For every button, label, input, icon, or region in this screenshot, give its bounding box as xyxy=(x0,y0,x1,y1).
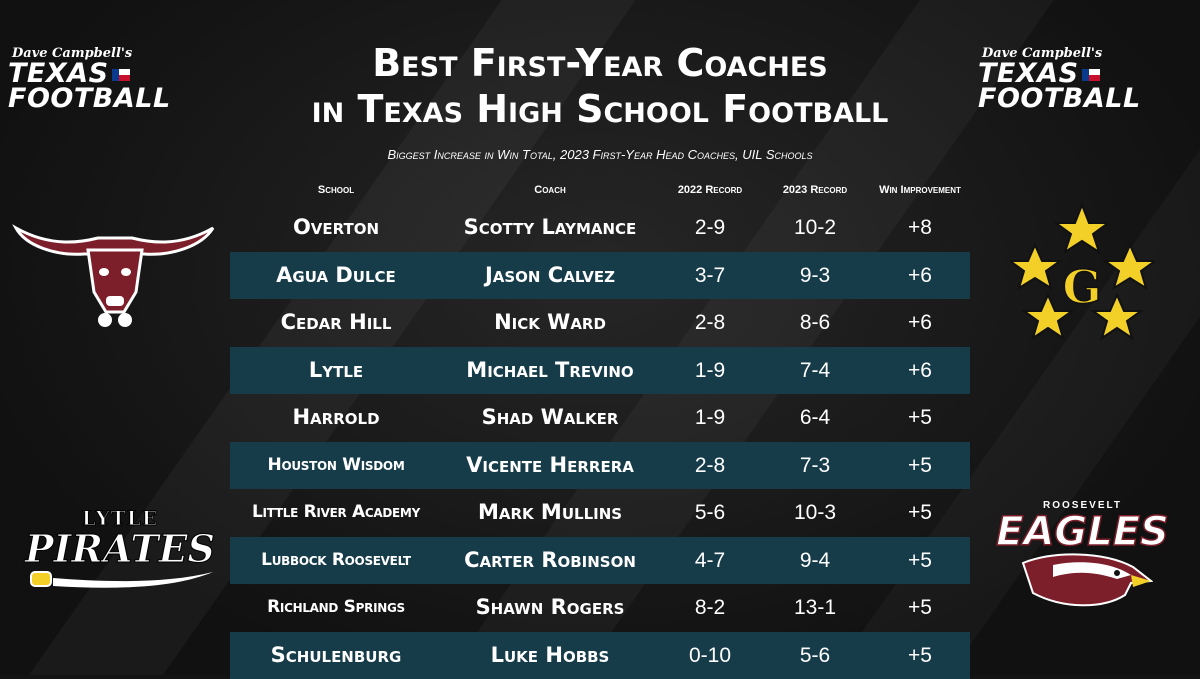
column-header-improvement: Win Improvement xyxy=(870,184,970,196)
pirates-wordmark: LYTLE PIRATES xyxy=(20,506,220,597)
svg-text:G: G xyxy=(1062,260,1101,314)
table-header: School Coach 2022 Record 2023 Record Win… xyxy=(230,184,970,198)
star-g-icon: G xyxy=(1010,203,1155,343)
page-title: Best First-Year Coaches in Texas High Sc… xyxy=(230,40,970,132)
texas-flag-icon xyxy=(112,69,130,81)
column-header-2022: 2022 Record xyxy=(660,184,760,196)
subtitle: Biggest Increase in Win Total, 2023 Firs… xyxy=(230,147,970,162)
eagle-icon: ROOSEVELT EAGLES xyxy=(990,500,1175,614)
texas-football-brand-left: Dave Campbell's TEXAS FOOTBALL xyxy=(8,46,223,111)
longhorn-icon xyxy=(12,212,217,332)
texas-football-brand-right: Dave Campbell's TEXAS FOOTBALL xyxy=(978,46,1193,111)
sword-icon xyxy=(25,568,215,592)
column-header-2023: 2023 Record xyxy=(760,184,870,196)
texas-flag-icon xyxy=(1082,69,1100,81)
column-header-coach: Coach xyxy=(444,184,656,196)
column-header-school: School xyxy=(230,184,442,196)
